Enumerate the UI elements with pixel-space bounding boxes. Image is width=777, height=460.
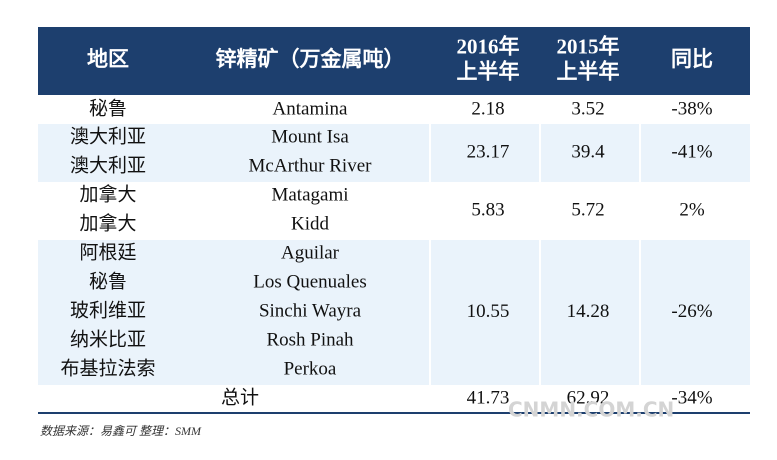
mine-cell: Mount Isa	[271, 126, 349, 147]
value-cell: 10.55	[467, 301, 510, 322]
header-cell: 上半年	[457, 59, 520, 83]
total-value: -34%	[671, 387, 712, 408]
total-value: 41.73	[467, 387, 510, 408]
row-background	[38, 124, 750, 182]
header-cell: 2015年	[557, 34, 620, 58]
mine-cell: Aguilar	[281, 242, 340, 263]
value-cell: -26%	[671, 301, 712, 322]
row-background	[38, 182, 750, 240]
header-background	[38, 27, 750, 95]
mine-cell: Kidd	[291, 213, 330, 234]
row-background	[38, 240, 750, 385]
mine-cell: Los Quenuales	[253, 271, 366, 292]
mine-cell: Matagami	[271, 184, 348, 205]
region-cell: 布基拉法索	[60, 357, 155, 379]
region-cell: 加拿大	[79, 182, 136, 205]
region-cell: 秘鲁	[89, 270, 127, 292]
source-note: 数据来源：易鑫可 整理：SMM	[40, 424, 202, 438]
header-cell: 2016年	[457, 34, 520, 58]
region-cell: 纳米比亚	[70, 328, 146, 350]
mine-cell: Perkoa	[284, 358, 337, 379]
total-label: 总计	[221, 386, 259, 408]
region-cell: 阿根廷	[79, 241, 136, 263]
row-background	[38, 96, 750, 124]
value-cell: 2%	[679, 199, 705, 220]
region-cell: 玻利维亚	[70, 299, 146, 321]
header-cell: 上半年	[557, 59, 620, 83]
value-cell: 23.17	[467, 141, 510, 162]
value-cell: 3.52	[571, 98, 604, 119]
value-cell: 39.4	[571, 141, 605, 162]
value-cell: 2.18	[471, 98, 504, 119]
region-cell: 澳大利亚	[70, 125, 146, 147]
value-cell: 5.83	[471, 199, 504, 220]
mine-cell: Rosh Pinah	[266, 329, 354, 350]
region-cell: 加拿大	[79, 211, 136, 234]
value-cell: 5.72	[571, 199, 604, 220]
region-cell: 澳大利亚	[70, 154, 146, 176]
header-cell: 锌精矿（万金属吨）	[216, 47, 405, 71]
header-cell: 地区	[87, 47, 129, 71]
header-cell: 同比	[671, 47, 713, 71]
value-cell: -41%	[671, 141, 712, 162]
watermark: CNMN.COM.CN	[508, 398, 674, 422]
total-value: 62.92	[567, 387, 610, 408]
mine-cell: McArthur River	[249, 155, 373, 176]
value-cell: 14.28	[567, 301, 610, 322]
region-cell: 秘鲁	[89, 97, 127, 119]
mine-cell: Antamina	[273, 98, 348, 119]
mine-cell: Sinchi Wayra	[259, 300, 362, 321]
value-cell: -38%	[671, 98, 712, 119]
